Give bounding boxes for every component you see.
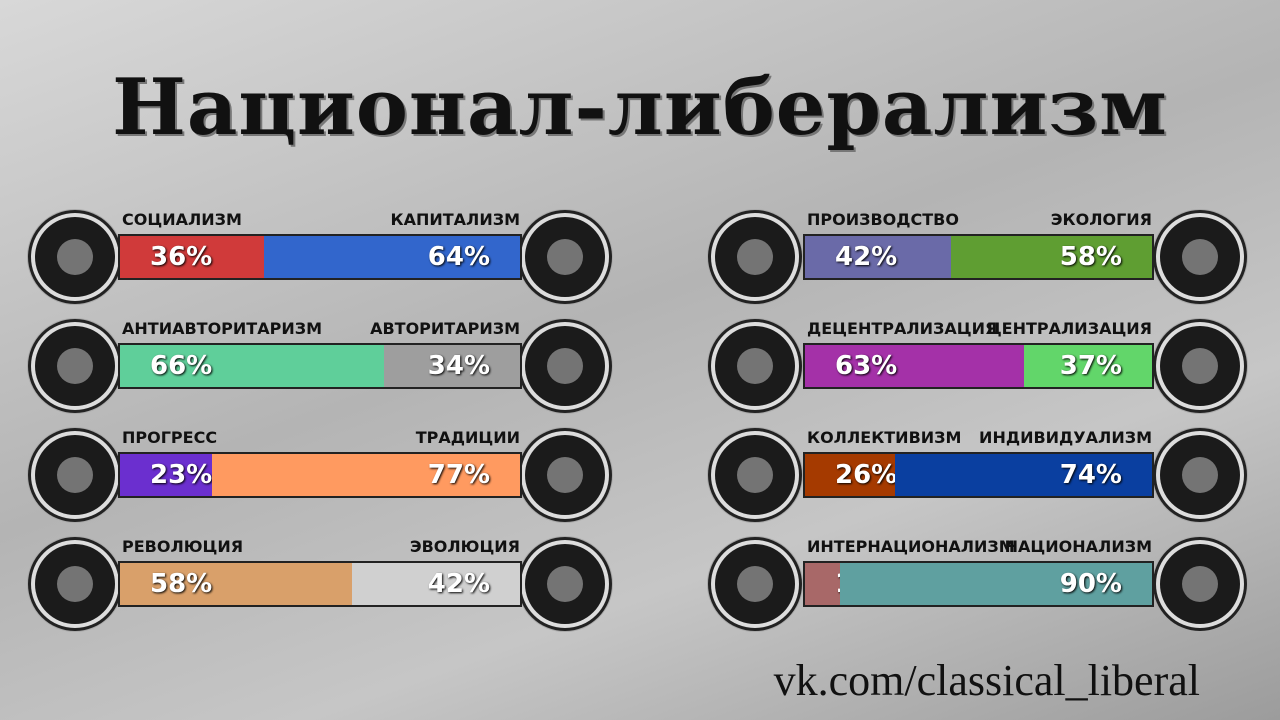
value-label: 34%: [427, 351, 490, 381]
left-label: СОЦИАЛИЗМ: [122, 210, 242, 229]
bar-segment: 58%: [950, 236, 1152, 278]
left-label: КОЛЛЕКТИВИЗМ: [807, 428, 962, 447]
right-label: ЦЕНТРАЛИЗАЦИЯ: [986, 319, 1152, 338]
left-label: АНТИАВТОРИТАРИЗМ: [122, 319, 322, 338]
bar-track: 10% 90%: [805, 563, 1152, 605]
right-icon: [525, 435, 605, 515]
bar-segment: 42%: [805, 236, 951, 278]
bar-segment: 10%: [805, 563, 897, 605]
right-icon: [525, 326, 605, 406]
bar-track: 58% 42%: [120, 563, 520, 605]
bar-segment: 34%: [384, 345, 520, 387]
left-icon: [35, 326, 115, 406]
value-label: 26%: [835, 460, 898, 490]
right-icon: [1160, 435, 1240, 515]
left-icon: [715, 544, 795, 624]
bar-track: 66% 34%: [120, 345, 520, 387]
left-icon: [35, 544, 115, 624]
bar-segment: 90%: [839, 563, 1152, 605]
right-label: ТРАДИЦИИ: [415, 428, 520, 447]
bar-segment: 37%: [1023, 345, 1152, 387]
bar-segment: 42%: [352, 563, 520, 605]
bar-track: 42% 58%: [805, 236, 1152, 278]
left-label: ПРОГРЕСС: [122, 428, 218, 447]
value-label: 42%: [835, 242, 898, 272]
bar-segment: 58%: [120, 563, 352, 605]
right-icon: [1160, 544, 1240, 624]
value-label: 42%: [427, 569, 490, 599]
right-icon: [525, 544, 605, 624]
value-label: 58%: [150, 569, 213, 599]
value-label: 23%: [150, 460, 213, 490]
bar-segment: 36%: [120, 236, 264, 278]
left-label: ДЕЦЕНТРАЛИЗАЦИЯ: [807, 319, 998, 338]
right-label: ЭКОЛОГИЯ: [1050, 210, 1152, 229]
right-label: НАЦИОНАЛИЗМ: [1004, 537, 1152, 556]
bar-segment: 66%: [120, 345, 384, 387]
right-label: ЭВОЛЮЦИЯ: [409, 537, 520, 556]
left-label: ИНТЕРНАЦИОНАЛИЗМ: [807, 537, 1015, 556]
value-label: 37%: [1059, 351, 1122, 381]
left-icon: [715, 326, 795, 406]
right-icon: [1160, 326, 1240, 406]
value-label: 66%: [150, 351, 213, 381]
left-label: РЕВОЛЮЦИЯ: [122, 537, 244, 556]
right-label: ИНДИВИДУАЛИЗМ: [979, 428, 1152, 447]
bar-segment: 74%: [895, 454, 1152, 496]
bar-segment: 26%: [805, 454, 898, 496]
left-icon: [715, 435, 795, 515]
right-icon: [525, 217, 605, 297]
value-label: 77%: [427, 460, 490, 490]
bar-track: 23% 77%: [120, 454, 520, 496]
bar-segment: 23%: [120, 454, 212, 496]
value-label: 64%: [427, 242, 490, 272]
value-label: 63%: [835, 351, 898, 381]
bar-track: 26% 74%: [805, 454, 1152, 496]
footer: vk.com/classical_liberal: [773, 656, 1200, 705]
bar-track: 36% 64%: [120, 236, 520, 278]
value-label: 36%: [150, 242, 213, 272]
left-label: ПРОИЗВОДСТВО: [807, 210, 959, 229]
bar-segment: 64%: [264, 236, 520, 278]
right-label: КАПИТАЛИЗМ: [390, 210, 520, 229]
left-icon: [35, 435, 115, 515]
right-label: АВТОРИТАРИЗМ: [370, 319, 520, 338]
right-icon: [1160, 217, 1240, 297]
value-label: 74%: [1059, 460, 1122, 490]
bar-track: 63% 37%: [805, 345, 1152, 387]
value-label: 90%: [1059, 569, 1122, 599]
value-label: 58%: [1059, 242, 1122, 272]
title: Национал-либерализм: [112, 62, 1168, 153]
bar-segment: 63%: [805, 345, 1024, 387]
left-icon: [35, 217, 115, 297]
left-icon: [715, 217, 795, 297]
bar-segment: 77%: [212, 454, 520, 496]
